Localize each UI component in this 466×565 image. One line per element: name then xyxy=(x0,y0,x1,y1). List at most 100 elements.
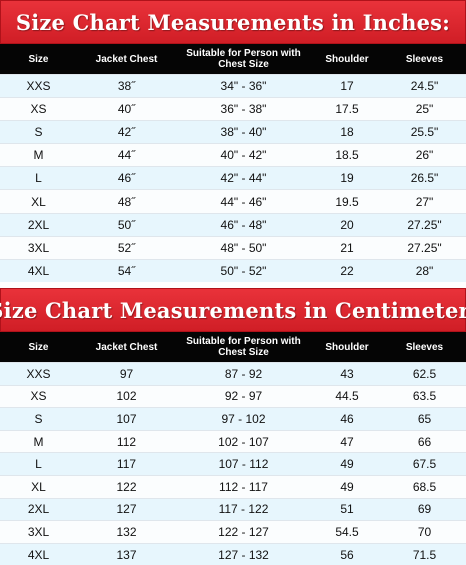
person-chest-cell: 40" - 42" xyxy=(220,148,267,163)
person-chest-cell: 46" - 48" xyxy=(220,217,267,232)
person-chest-cell: 44" - 46" xyxy=(220,194,267,209)
jacket-chest-cell: 132 xyxy=(116,524,137,539)
jacket-chest-cell: 48˝ xyxy=(117,194,136,209)
table-row: L 46˝ 42" - 44" 19 26.5" xyxy=(0,166,466,190)
person-chest-cell: 112 - 117 xyxy=(219,479,268,494)
sleeves-cell: 28" xyxy=(415,263,434,278)
person-chest-cell: 117 - 122 xyxy=(218,502,269,517)
size-cell: XS xyxy=(30,389,47,404)
sleeves-cell: 67.5 xyxy=(412,457,437,472)
person-chest-cell: 107 - 112 xyxy=(218,457,269,472)
shoulder-cell: 56 xyxy=(340,547,354,562)
sleeves-cell: 70 xyxy=(417,524,432,539)
sleeves-cell: 25" xyxy=(415,102,434,117)
person-chest-cell: 36" - 38" xyxy=(220,102,267,117)
column-header-sleeves: Sleeves xyxy=(405,53,444,65)
size-cell: 2XL xyxy=(27,502,50,517)
jacket-chest-cell: 127 xyxy=(116,502,137,517)
column-header-person-chest: Suitable for Person with Chest Size xyxy=(186,336,301,358)
sleeves-cell: 71.5 xyxy=(412,547,437,562)
table-row: 3XL 132 122 - 127 54.5 70 xyxy=(0,520,466,543)
table-row: 4XL 54˝ 50" - 52" 22 28" xyxy=(0,258,466,282)
size-cell: XL xyxy=(31,194,46,209)
inches-table-body: XXS 38˝ 34" - 36" 17 24.5" XS 40˝ 36" - 38" 17.5… xyxy=(0,74,466,282)
centimeter-title-banner: Size Chart Measurements in Centimeter: xyxy=(0,288,466,332)
person-chest-cell: 97 - 102 xyxy=(221,411,266,426)
column-header-person-chest: Suitable for Person with Chest Size xyxy=(186,48,301,70)
inches-title-banner: Size Chart Measurements in Inches: xyxy=(0,0,466,44)
shoulder-cell: 19.5 xyxy=(335,194,359,209)
jacket-chest-cell: 46˝ xyxy=(117,171,136,186)
table-row: XL 122 112 - 117 49 68.5 xyxy=(0,474,466,498)
shoulder-cell: 49 xyxy=(340,457,354,472)
person-chest-cell: 38" - 40" xyxy=(220,125,267,140)
table-row: M 44˝ 40" - 42" 18.5 26" xyxy=(0,143,466,167)
size-cell: XXS xyxy=(26,79,51,94)
table-row: XS 40˝ 36" - 38" 17.5 25" xyxy=(0,97,466,121)
size-cell: XL xyxy=(31,479,46,494)
centimeter-table-body: XXS 97 87 - 92 43 62.5 XS 102 92 - 97 44.5 63.5 S 1… xyxy=(0,362,466,565)
shoulder-cell: 21 xyxy=(340,240,354,255)
shoulder-cell: 17.5 xyxy=(335,102,359,117)
person-chest-cell: 92 - 97 xyxy=(224,389,263,404)
person-chest-cell: 127 - 132 xyxy=(218,547,269,562)
column-header-size: Size xyxy=(28,53,49,65)
table-row: 2XL 127 117 - 122 51 69 xyxy=(0,497,466,521)
shoulder-cell: 19 xyxy=(340,171,354,186)
table-row: S 107 97 - 102 46 65 xyxy=(0,407,466,430)
shoulder-cell: 20 xyxy=(340,217,354,232)
column-header-jacket-chest: Jacket Chest xyxy=(95,53,158,65)
shoulder-cell: 43 xyxy=(340,366,354,381)
person-chest-cell: 48" - 50" xyxy=(220,240,267,255)
sleeves-cell: 26" xyxy=(415,148,434,163)
size-cell: L xyxy=(35,171,42,186)
person-chest-cell: 42" - 44" xyxy=(220,171,267,186)
jacket-chest-cell: 40˝ xyxy=(117,102,136,117)
person-chest-cell: 87 - 92 xyxy=(224,366,263,381)
sleeves-cell: 27.25" xyxy=(407,217,442,232)
jacket-chest-cell: 50˝ xyxy=(117,217,136,232)
sleeves-cell: 26.5" xyxy=(410,171,439,186)
shoulder-cell: 54.5 xyxy=(335,524,359,539)
sleeves-cell: 27.25" xyxy=(407,240,442,255)
size-cell: 3XL xyxy=(27,240,50,255)
jacket-chest-cell: 137 xyxy=(116,547,137,562)
jacket-chest-cell: 52˝ xyxy=(117,240,136,255)
table-row: XXS 38˝ 34" - 36" 17 24.5" xyxy=(0,74,466,98)
size-cell: XXS xyxy=(26,366,51,381)
jacket-chest-cell: 44˝ xyxy=(117,148,136,163)
sleeves-cell: 62.5 xyxy=(412,366,437,381)
shoulder-cell: 46 xyxy=(340,411,354,426)
jacket-chest-cell: 122 xyxy=(116,479,137,494)
column-header-shoulder: Shoulder xyxy=(325,53,369,65)
inches-section: Size Chart Measurements in Inches: Size … xyxy=(0,0,466,282)
sleeves-cell: 66 xyxy=(417,434,432,449)
shoulder-cell: 18 xyxy=(340,125,354,140)
size-cell: S xyxy=(34,125,43,140)
shoulder-cell: 17 xyxy=(340,79,354,94)
column-header-jacket-chest: Jacket Chest xyxy=(95,341,158,353)
jacket-chest-cell: 42˝ xyxy=(117,125,136,140)
table-row: XXS 97 87 - 92 43 62.5 xyxy=(0,362,466,385)
shoulder-cell: 18.5 xyxy=(335,148,359,163)
table-row: 4XL 137 127 - 132 56 71.5 xyxy=(0,542,466,565)
person-chest-cell: 34" - 36" xyxy=(220,79,267,94)
size-cell: L xyxy=(35,457,42,472)
centimeter-section: Size Chart Measurements in Centimeter: S… xyxy=(0,288,466,565)
table-row: 2XL 50˝ 46" - 48" 20 27.25" xyxy=(0,212,466,236)
sleeves-cell: 63.5 xyxy=(412,389,437,404)
shoulder-cell: 44.5 xyxy=(335,389,359,404)
table-row: XS 102 92 - 97 44.5 63.5 xyxy=(0,384,466,408)
sleeves-cell: 69 xyxy=(417,502,432,517)
person-chest-cell: 122 - 127 xyxy=(218,524,269,539)
person-chest-cell: 50" - 52" xyxy=(220,263,267,278)
jacket-chest-cell: 107 xyxy=(116,411,137,426)
size-cell: S xyxy=(34,411,43,426)
jacket-chest-cell: 112 xyxy=(116,434,137,449)
jacket-chest-cell: 97 xyxy=(119,366,134,381)
table-row: M 112 102 - 107 47 66 xyxy=(0,429,466,453)
sleeves-cell: 27" xyxy=(415,194,434,209)
jacket-chest-cell: 117 xyxy=(116,457,137,472)
size-cell: 3XL xyxy=(27,524,50,539)
shoulder-cell: 49 xyxy=(340,479,354,494)
